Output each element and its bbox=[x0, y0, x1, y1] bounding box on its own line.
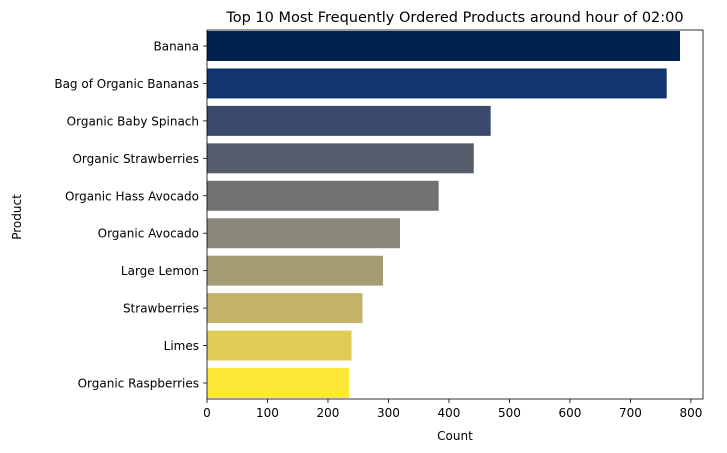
x-tick-label: 200 bbox=[317, 406, 340, 420]
plot-frame bbox=[206, 29, 704, 400]
x-tick-label: 0 bbox=[203, 406, 211, 420]
bar bbox=[207, 31, 681, 61]
chart-title: Top 10 Most Frequently Ordered Products … bbox=[225, 10, 683, 26]
y-tick-label: Organic Raspberries bbox=[78, 377, 199, 391]
x-tick-label: 400 bbox=[437, 406, 460, 420]
x-tick-label: 300 bbox=[377, 406, 400, 420]
y-tick-label: Large Lemon bbox=[121, 264, 199, 278]
x-axis-label: Count bbox=[437, 429, 473, 443]
x-tick-label: 500 bbox=[498, 406, 521, 420]
y-tick-label: Limes bbox=[164, 339, 199, 353]
x-tick-label: 100 bbox=[256, 406, 279, 420]
x-tick-label: 600 bbox=[558, 406, 581, 420]
y-tick-label: Banana bbox=[153, 40, 199, 54]
x-tick-label: 800 bbox=[679, 406, 702, 420]
bar bbox=[207, 293, 363, 324]
y-axis-label: Product bbox=[10, 194, 24, 240]
y-tick-label: Strawberries bbox=[123, 302, 199, 316]
y-tick-label: Organic Hass Avocado bbox=[65, 189, 199, 203]
bar bbox=[207, 180, 439, 211]
plot-area: Banana Bag of Organic Bananas Organic Baby… bbox=[54, 29, 704, 420]
bar bbox=[207, 143, 474, 174]
bar bbox=[207, 218, 400, 249]
bar bbox=[207, 330, 352, 361]
y-tick-label: Organic Avocado bbox=[98, 227, 199, 241]
x-tick-label: 700 bbox=[619, 406, 642, 420]
y-tick-label: Bag of Organic Bananas bbox=[54, 77, 199, 91]
y-tick-label: Organic Strawberries bbox=[72, 152, 199, 166]
y-tick-label: Organic Baby Spinach bbox=[67, 114, 199, 128]
bar bbox=[207, 255, 384, 286]
bar bbox=[207, 368, 350, 398]
bar bbox=[207, 68, 667, 99]
bar bbox=[207, 105, 491, 136]
